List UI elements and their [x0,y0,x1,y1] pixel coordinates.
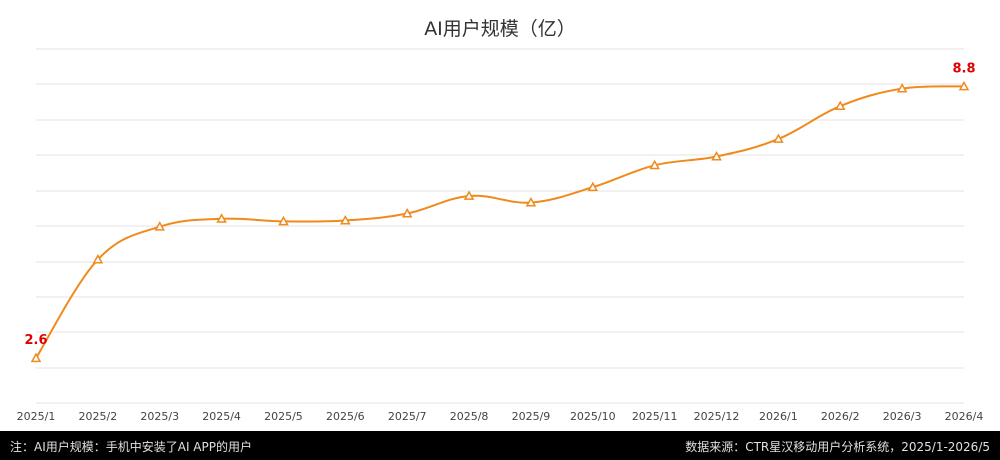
data-point-marker [401,207,413,218]
series-line [35,85,965,359]
x-tick-label: 2025/3 [140,410,179,423]
x-tick-label: 2025/7 [388,410,427,423]
markers-layer [30,80,970,363]
x-tick-label: 2026/1 [759,410,798,423]
data-point-marker [773,133,784,143]
x-tick-label: 2025/11 [632,410,678,423]
data-labels: 2.6 8.8 [24,61,975,348]
x-tick-label: 2025/8 [450,410,489,423]
series-line-layer [35,85,965,359]
x-tick-label: 2025/2 [79,410,118,423]
data-label: 2.6 [24,333,47,348]
x-tick-label: 2025/5 [264,410,303,423]
x-tick-label: 2025/10 [570,410,616,423]
footer-source: 数据来源：CTR星汉移动用户分析系统，2025/1-2026/5 [685,440,990,454]
x-tick-label: 2025/6 [326,410,365,423]
x-tick-label: 2025/4 [202,410,241,423]
data-point-marker [896,83,908,93]
data-point-marker [834,100,846,111]
data-point-marker [216,213,227,223]
x-tick-label: 2025/9 [512,410,551,423]
data-point-marker [154,221,166,231]
data-label: 8.8 [952,61,975,76]
data-point-marker [587,181,599,192]
footer-note: 注：AI用户规模：手机中安装了AI APP的用户 [10,440,252,454]
data-point-marker [30,352,42,363]
x-axis-ticks: 2025/1 2025/2 2025/3 2025/4 2025/5 2025/6 2025… [17,410,984,423]
x-tick-label: 2026/2 [821,410,860,423]
data-point-marker [958,80,970,91]
data-point-marker [711,150,722,161]
chart-title: AI用户规模（亿） [424,18,576,40]
gridlines [36,48,964,404]
x-tick-label: 2025/12 [694,410,740,423]
data-point-marker [340,214,351,225]
data-point-marker [92,253,104,264]
data-point-marker [463,190,475,200]
data-point-marker [278,215,289,226]
x-tick-label: 2025/1 [17,410,56,423]
data-point-marker [649,159,660,170]
x-tick-label: 2026/4 [945,410,984,423]
data-point-marker [525,197,537,207]
footer-bar: 注：AI用户规模：手机中安装了AI APP的用户 数据来源：CTR星汉移动用户分… [0,431,1000,460]
line-chart: 2025/1 2025/2 2025/3 2025/4 2025/5 2025/6 2025… [17,48,984,423]
x-tick-label: 2026/3 [883,410,922,423]
